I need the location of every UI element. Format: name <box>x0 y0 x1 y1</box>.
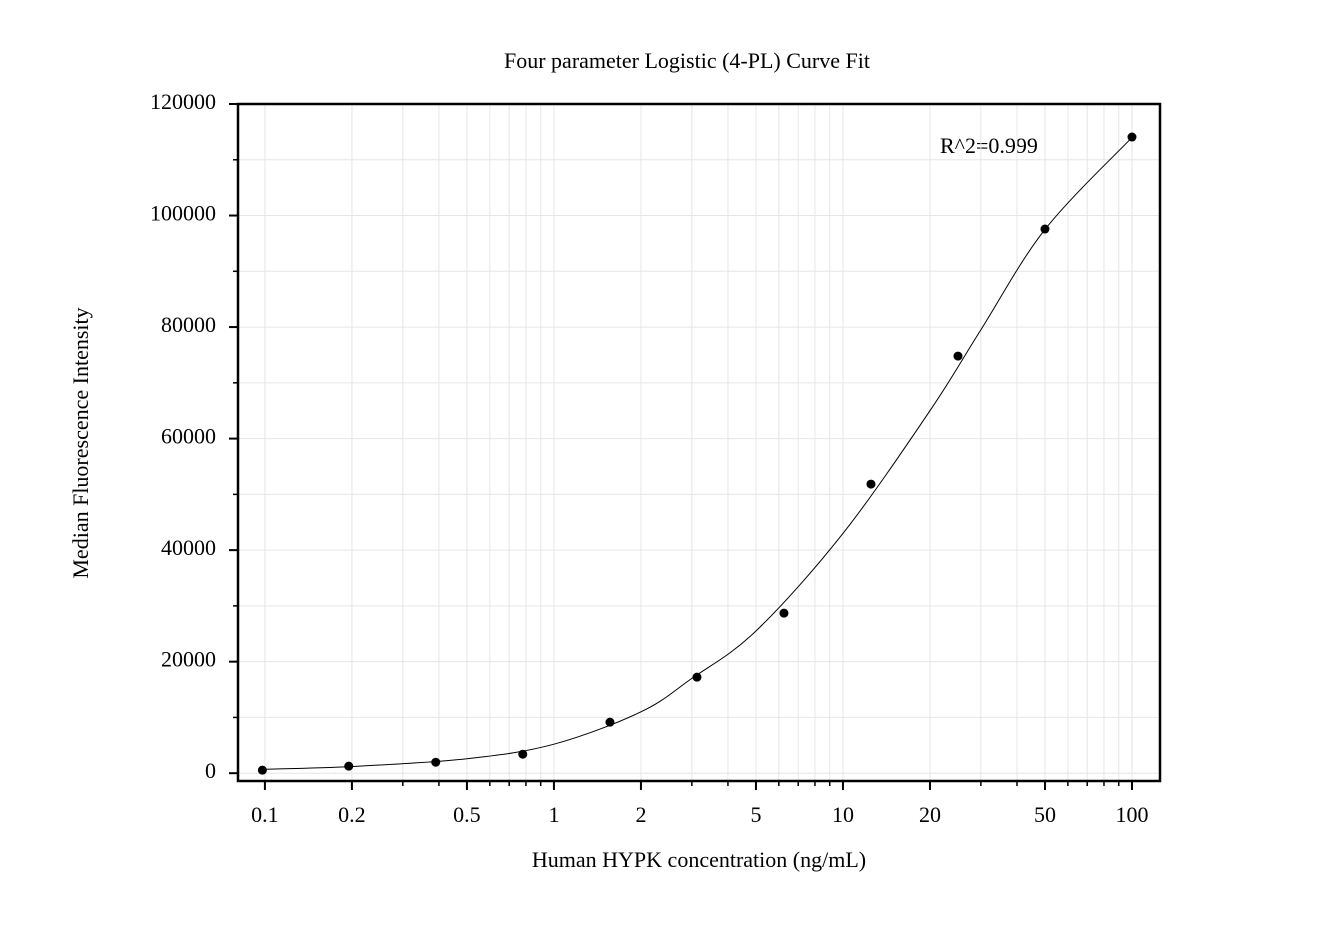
x-tick-label: 10 <box>832 802 854 827</box>
fit-curve <box>262 137 1133 770</box>
y-tick-label: 80000 <box>161 312 216 337</box>
x-tick-label: 0.2 <box>338 802 366 827</box>
data-point <box>866 479 876 489</box>
x-tick-label: 1 <box>548 802 559 827</box>
data-point <box>605 717 615 727</box>
y-tick-label: 100000 <box>150 201 216 226</box>
data-point <box>431 757 441 767</box>
plot-frame <box>236 102 1162 783</box>
x-tick-label: 5 <box>750 802 761 827</box>
x-axis-label: Human HYPK concentration (ng/mL) <box>532 847 866 872</box>
data-point <box>518 749 528 759</box>
annotation: R^2=0.999 <box>940 133 1038 158</box>
y-tick-label: 20000 <box>161 647 216 672</box>
x-tick-label: 50 <box>1034 802 1056 827</box>
data-point <box>692 672 702 682</box>
x-tick-label: 0.5 <box>453 802 481 827</box>
data-point <box>1040 224 1050 234</box>
data-point <box>344 761 354 771</box>
x-tick-label: 2 <box>635 802 646 827</box>
y-axis-label: Median Fluorescence Intensity <box>68 307 93 578</box>
x-tick-label: 100 <box>1115 802 1148 827</box>
chart-title: Four parameter Logistic (4-PL) Curve Fit <box>504 48 870 73</box>
data-point <box>779 608 789 618</box>
y-tick-label: 40000 <box>161 535 216 560</box>
y-tick-label: 60000 <box>161 424 216 449</box>
x-tick-label: 20 <box>919 802 941 827</box>
data-point <box>257 765 267 775</box>
y-tick-label: 0 <box>205 758 216 783</box>
x-tick-label: 0.1 <box>251 802 279 827</box>
data-point <box>1127 132 1137 142</box>
y-tick-label: 120000 <box>150 89 216 114</box>
data-point <box>953 351 963 361</box>
